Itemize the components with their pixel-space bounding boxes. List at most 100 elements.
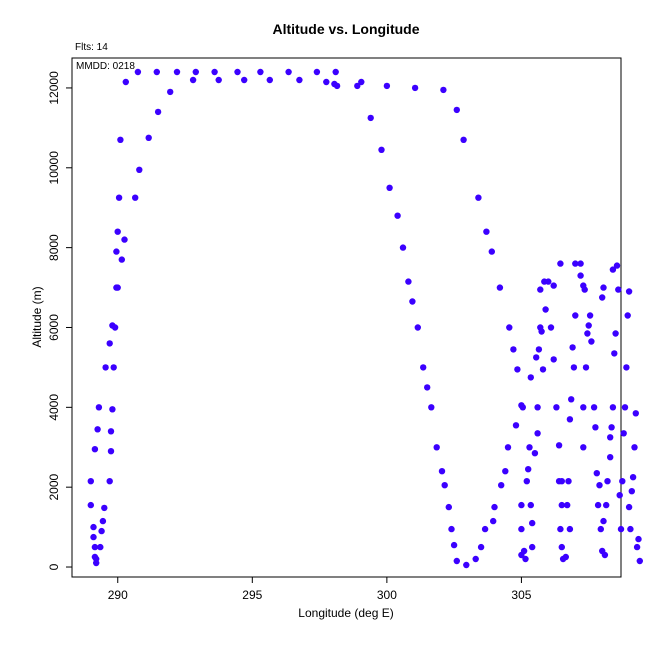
- data-point: [257, 68, 264, 76]
- data-point: [562, 553, 569, 561]
- data-point: [94, 426, 101, 433]
- data-point: [448, 525, 455, 533]
- data-point: [564, 501, 571, 509]
- data-point: [633, 543, 641, 551]
- data-point: [477, 543, 485, 551]
- data-point: [106, 478, 113, 485]
- data-point: [535, 346, 543, 353]
- data-point: [611, 350, 618, 357]
- data-point: [323, 78, 330, 86]
- data-point: [91, 543, 99, 551]
- data-point: [580, 444, 587, 451]
- data-point: [98, 527, 105, 535]
- data-point: [296, 76, 303, 84]
- data-point: [577, 260, 584, 267]
- data-point: [472, 555, 479, 563]
- data-point: [234, 68, 241, 76]
- data-point: [91, 446, 99, 453]
- data-point: [386, 184, 393, 191]
- data-point: [285, 68, 292, 76]
- data-point: [122, 78, 129, 86]
- data-point: [354, 82, 361, 90]
- data-point: [582, 364, 590, 371]
- data-point: [453, 557, 460, 565]
- data-point: [420, 364, 427, 371]
- data-point: [488, 248, 495, 255]
- data-point: [453, 106, 460, 114]
- flights-count-label: Flts: 14: [75, 42, 108, 53]
- data-point: [565, 478, 572, 485]
- data-point: [440, 86, 447, 94]
- data-point: [90, 523, 97, 531]
- data-point: [134, 68, 142, 76]
- data-point: [527, 501, 534, 509]
- data-point: [118, 256, 126, 263]
- data-point: [621, 404, 629, 411]
- data-point: [399, 244, 407, 251]
- data-point: [545, 278, 552, 285]
- data-point: [90, 533, 97, 541]
- data-point: [600, 517, 607, 525]
- data-point: [405, 278, 412, 285]
- data-point: [531, 450, 539, 457]
- data-point: [557, 260, 564, 267]
- data-point: [603, 501, 610, 509]
- points-layer: [87, 68, 643, 569]
- data-point: [553, 404, 560, 411]
- data-point: [566, 416, 574, 423]
- data-point: [558, 501, 565, 509]
- data-point: [558, 543, 565, 551]
- data-point: [475, 194, 482, 201]
- data-point: [584, 330, 591, 337]
- data-point: [547, 324, 555, 331]
- x-tick-label: 300: [377, 588, 397, 602]
- data-point: [534, 404, 541, 411]
- data-point: [609, 266, 617, 273]
- x-axis: 290 295 300 305: [108, 576, 532, 602]
- data-point: [313, 68, 321, 76]
- data-point: [570, 364, 578, 371]
- data-point: [109, 406, 116, 413]
- y-axis-label: Altitude (m): [30, 286, 44, 347]
- data-point: [93, 555, 100, 563]
- data-point: [518, 525, 525, 533]
- data-point: [615, 286, 622, 293]
- data-point: [490, 517, 497, 525]
- data-point: [114, 284, 121, 291]
- data-point: [332, 68, 339, 76]
- data-point: [558, 478, 565, 485]
- data-point: [523, 478, 530, 485]
- data-point: [534, 430, 541, 437]
- data-point: [572, 260, 579, 267]
- data-point: [411, 84, 419, 92]
- data-point: [631, 444, 638, 451]
- data-point: [608, 424, 615, 431]
- data-point: [520, 547, 528, 555]
- data-point: [600, 284, 607, 291]
- data-point: [529, 543, 536, 551]
- data-point: [585, 322, 592, 329]
- data-point: [533, 354, 540, 361]
- data-point: [542, 306, 549, 313]
- data-point: [588, 338, 595, 345]
- data-point: [136, 166, 143, 173]
- data-point: [604, 478, 611, 485]
- data-point: [625, 503, 633, 511]
- data-point: [441, 482, 448, 489]
- data-point: [623, 364, 630, 371]
- data-point: [594, 501, 602, 509]
- data-point: [211, 68, 218, 76]
- date-label: MMDD: 0218: [76, 61, 135, 72]
- data-point: [424, 384, 431, 391]
- data-point: [266, 76, 273, 84]
- data-point: [113, 248, 120, 255]
- data-point: [502, 468, 509, 475]
- data-point: [241, 76, 248, 84]
- chart-title: Altitude vs. Longitude: [273, 21, 420, 37]
- y-tick-label: 4000: [47, 394, 61, 421]
- data-point: [529, 519, 536, 527]
- data-point: [481, 525, 489, 533]
- data-point: [577, 272, 584, 279]
- data-point: [95, 404, 103, 411]
